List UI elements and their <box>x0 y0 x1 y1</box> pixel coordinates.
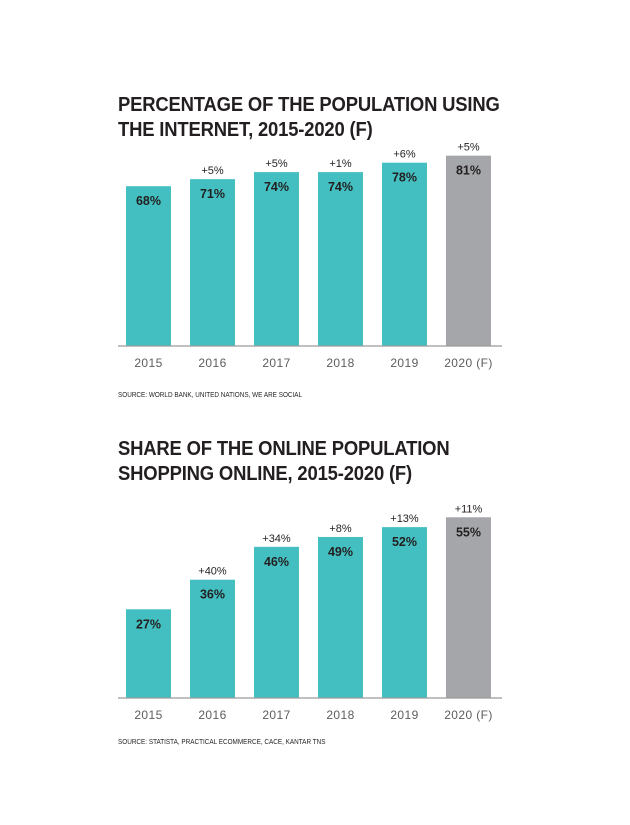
growth-label: +5% <box>457 142 480 154</box>
x-tick-label: 2016 <box>198 356 226 370</box>
bar-value-label: 74% <box>328 180 353 194</box>
growth-label: +13% <box>390 513 419 525</box>
growth-label: +1% <box>329 158 352 170</box>
x-tick-label: 2020 (F) <box>444 708 493 722</box>
growth-label: +6% <box>393 149 416 161</box>
chart-title-internet-usage: PERCENTAGE OF THE POPULATION USING THE I… <box>118 92 500 142</box>
chart-title-online-shopping: SHARE OF THE ONLINE POPULATION SHOPPING … <box>118 436 450 486</box>
chart-title-line-2: THE INTERNET, 2015-2020 (F) <box>118 118 373 141</box>
chart-source-internet-usage: SOURCE: WORLD BANK, UNITED NATIONS, WE A… <box>118 390 303 399</box>
bar-value-label: 52% <box>392 535 417 549</box>
x-tick-label: 2015 <box>134 356 162 370</box>
growth-label: +34% <box>262 533 291 545</box>
bar-2018 <box>318 172 363 346</box>
online-shopping-bar-chart: 27% 2015 36% +40% 2016 46% +34% 2017 49% +8% 2018 5… <box>118 503 502 722</box>
bar-value-label: 74% <box>264 180 289 194</box>
bar-2017 <box>254 546 299 698</box>
bar-2019 <box>382 527 427 698</box>
bar-value-label: 68% <box>136 194 161 208</box>
bar-value-label: 27% <box>136 617 161 631</box>
x-tick-label: 2015 <box>134 708 162 722</box>
bar-value-label: 71% <box>200 187 225 201</box>
internet-usage-bar-chart: 68% 2015 71% +5% 2016 74% +5% 2017 74% +1% 2018 78%… <box>118 142 502 370</box>
bar-2020-F <box>446 517 491 698</box>
bar-2017 <box>254 172 299 346</box>
growth-label: +5% <box>201 165 224 177</box>
bar-value-label: 36% <box>200 588 225 602</box>
bar-2016 <box>190 179 235 346</box>
chart-source-online-shopping: SOURCE: STATISTA, PRACTICAL ECOMMERCE, C… <box>118 737 326 746</box>
chart-title-line-2: SHOPPING ONLINE, 2015-2020 (F) <box>118 462 412 485</box>
x-tick-label: 2017 <box>262 356 290 370</box>
x-tick-label: 2020 (F) <box>444 356 493 370</box>
bar-2020-F <box>446 155 491 346</box>
bar-value-label: 46% <box>264 555 289 569</box>
bar-value-label: 81% <box>456 164 481 178</box>
growth-label: +11% <box>455 503 483 515</box>
growth-label: +40% <box>198 566 227 578</box>
bar-2019 <box>382 162 427 346</box>
x-tick-label: 2018 <box>326 708 354 722</box>
bar-value-label: 49% <box>328 545 353 559</box>
x-tick-label: 2018 <box>326 356 354 370</box>
bar-2015 <box>126 609 171 698</box>
bar-value-label: 78% <box>392 171 417 185</box>
x-tick-label: 2019 <box>390 708 418 722</box>
growth-label: +8% <box>329 523 352 535</box>
bar-2016 <box>190 579 235 698</box>
x-tick-label: 2019 <box>390 356 418 370</box>
bar-2015 <box>126 186 171 346</box>
bar-value-label: 55% <box>456 525 481 539</box>
growth-label: +5% <box>265 158 288 170</box>
chart-title-line-1: PERCENTAGE OF THE POPULATION USING <box>118 93 500 116</box>
bar-2018 <box>318 536 363 698</box>
chart-title-line-1: SHARE OF THE ONLINE POPULATION <box>118 437 450 460</box>
x-tick-label: 2017 <box>262 708 290 722</box>
x-tick-label: 2016 <box>198 708 226 722</box>
